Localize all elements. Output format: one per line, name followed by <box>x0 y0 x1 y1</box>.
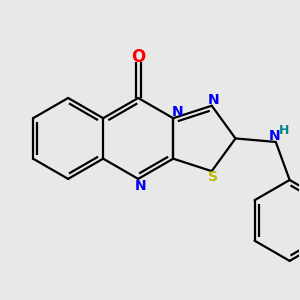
Text: N: N <box>269 129 281 143</box>
Text: N: N <box>134 178 146 193</box>
Text: H: H <box>279 124 289 137</box>
Text: O: O <box>131 48 145 66</box>
Text: N: N <box>172 105 184 119</box>
Text: N: N <box>207 92 219 106</box>
Text: S: S <box>208 170 218 184</box>
